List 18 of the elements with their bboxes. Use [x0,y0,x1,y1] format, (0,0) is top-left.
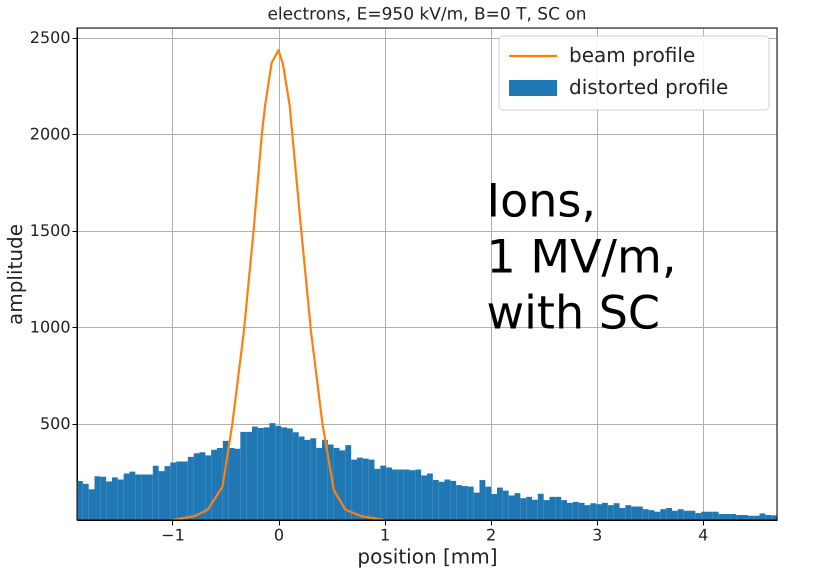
legend-label: distorted profile [569,75,728,99]
x-tick-label: 2 [486,526,496,544]
y-tick-label: 2500 [30,28,70,48]
y-tick-label: 1500 [30,221,70,240]
annotation: Ions, 1 MV/m, with SC [486,174,676,340]
y-axis-title: amplitude [2,224,27,326]
chart-title: electrons, E=950 kV/m, B=0 T, SC on [267,4,587,24]
x-axis-title: position [mm] [357,544,498,568]
y-tick-label: 500 [40,414,70,434]
x-tick-label: −1 [161,526,185,544]
x-tick-label: 0 [274,526,284,544]
x-tick-label: 4 [698,526,708,544]
y-tick-label: 2000 [30,124,70,144]
line-series [171,49,386,520]
x-tick-label: 3 [592,526,602,544]
legend-label: beam profile [569,43,696,67]
y-tick-label: 1000 [30,318,70,337]
x-tick-label: 1 [380,526,390,544]
